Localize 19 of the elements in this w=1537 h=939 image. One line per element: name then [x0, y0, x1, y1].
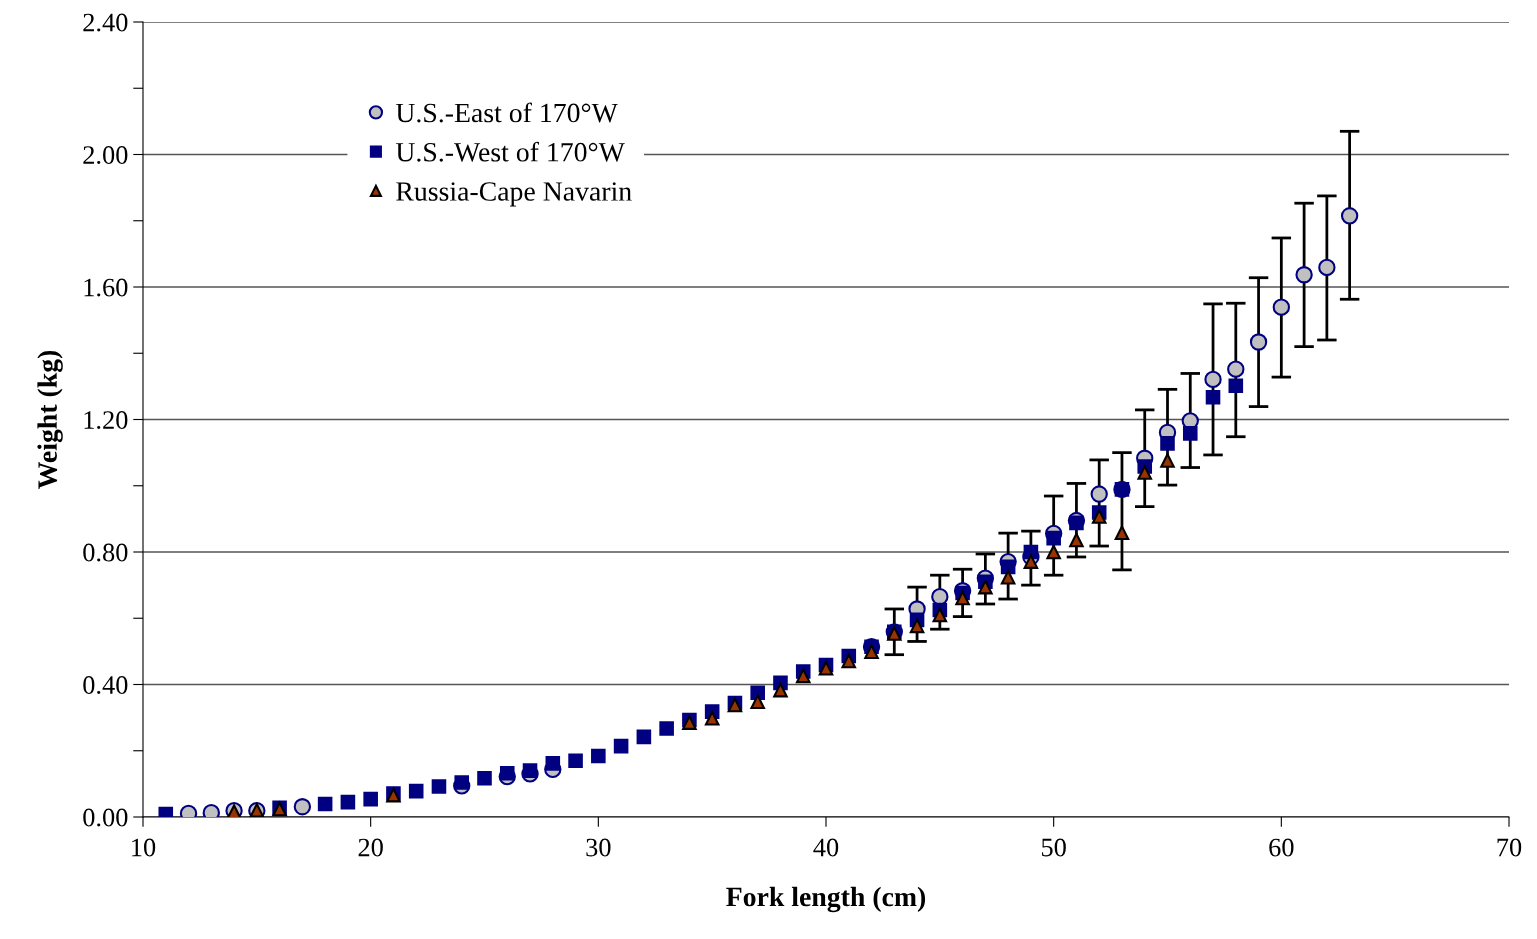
legend-label: U.S.-West of 170°W	[395, 141, 625, 162]
x-tick-label: 60	[1269, 838, 1294, 857]
y-tick-label: 0.80	[83, 543, 128, 562]
x-tick-label: 20	[358, 838, 383, 857]
x-tick-label: 70	[1497, 838, 1522, 857]
y-tick-label: 1.20	[84, 411, 128, 430]
y-tick-label: 0.00	[83, 808, 128, 827]
x-tick-label: 30	[586, 838, 611, 857]
y-axis-title: Weight (kg)	[37, 350, 63, 489]
x-tick-label: 10	[132, 838, 156, 857]
legend-label: Russia-Cape Navarin	[396, 182, 632, 207]
legend-label: U.S.-East of 170°W	[395, 102, 618, 123]
x-axis-title: Fork length (cm)	[726, 886, 926, 913]
y-tick-label: 1.60	[84, 278, 128, 297]
y-tick-label: 2.00	[83, 146, 128, 165]
y-tick-label: 0.40	[83, 676, 128, 695]
x-tick-label: 40	[813, 838, 839, 857]
y-tick-label: 2.40	[83, 13, 128, 32]
x-tick-label: 50	[1042, 838, 1066, 857]
